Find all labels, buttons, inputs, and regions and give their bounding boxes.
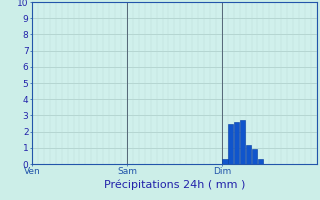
Bar <box>252 149 257 164</box>
Bar <box>234 122 239 164</box>
Bar <box>222 159 228 164</box>
Bar <box>246 145 251 164</box>
Bar <box>240 120 245 164</box>
Bar <box>258 159 263 164</box>
X-axis label: Précipitations 24h ( mm ): Précipitations 24h ( mm ) <box>104 179 245 190</box>
Bar <box>228 124 234 164</box>
